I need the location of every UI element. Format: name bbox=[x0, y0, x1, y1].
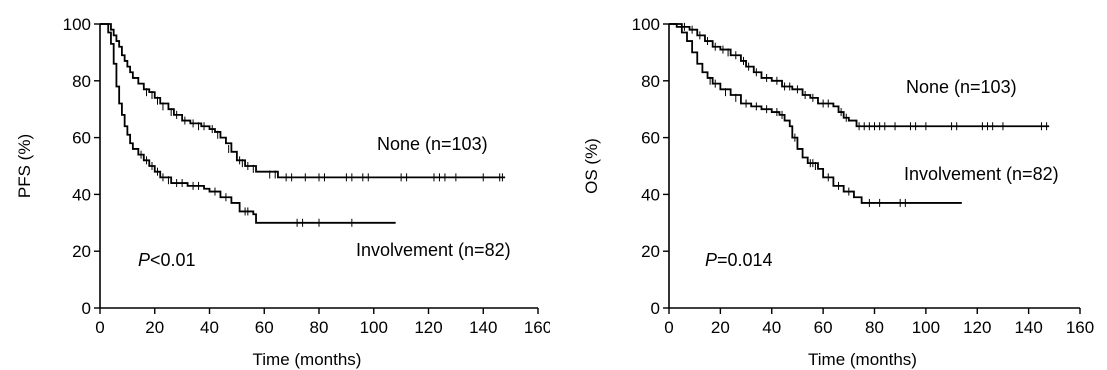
pfs-km-chart: 0 20 40 60 80 100 0 20 40 60 80 100 120 140 160 Time (m… bbox=[15, 15, 550, 369]
os-x-tick-label: 140 bbox=[1014, 318, 1042, 337]
pfs-x-tick-label: 40 bbox=[200, 318, 219, 337]
os-x-tick-label: 40 bbox=[762, 318, 781, 337]
pfs-p-value-text: <0.01 bbox=[150, 250, 196, 270]
os-km-chart: 0 20 40 60 80 100 0 20 40 60 80 100 120 140 160 Time (m… bbox=[582, 15, 1094, 369]
os-x-tick-label: 0 bbox=[664, 318, 673, 337]
pfs-p-value: P<0.01 bbox=[138, 250, 196, 270]
os-y-axis-label: OS (%) bbox=[582, 138, 601, 194]
os-x-tick-label: 120 bbox=[963, 318, 991, 337]
pfs-x-tick-label: 120 bbox=[414, 318, 442, 337]
pfs-x-tick-label: 20 bbox=[145, 318, 164, 337]
os-x-tick-label: 60 bbox=[814, 318, 833, 337]
pfs-p-symbol: P bbox=[138, 250, 150, 270]
os-chart-panel: 0 20 40 60 80 100 0 20 40 60 80 100 120 140 160 Time (m… bbox=[557, 0, 1107, 370]
pfs-x-tick-label: 80 bbox=[310, 318, 329, 337]
pfs-x-tick-label: 100 bbox=[360, 318, 388, 337]
pfs-series-involvement-curve bbox=[100, 23, 396, 224]
pfs-series-none-label: None (n=103) bbox=[377, 134, 488, 154]
pfs-y-tick-label: 0 bbox=[82, 299, 91, 318]
os-y-tick-label: 80 bbox=[641, 72, 660, 91]
os-x-tick-label: 80 bbox=[865, 318, 884, 337]
pfs-x-axis-label: Time (months) bbox=[253, 350, 362, 369]
pfs-x-tick-label: 0 bbox=[95, 318, 104, 337]
pfs-y-tick-label: 80 bbox=[72, 72, 91, 91]
os-p-symbol: P bbox=[705, 250, 717, 270]
os-series-involvement-curve bbox=[669, 23, 962, 204]
os-y-tick-label: 20 bbox=[641, 242, 660, 261]
os-x-tick-label: 20 bbox=[711, 318, 730, 337]
os-p-value: P=0.014 bbox=[705, 250, 773, 270]
os-series-none-curve bbox=[669, 23, 1050, 128]
pfs-chart-panel: 0 20 40 60 80 100 0 20 40 60 80 100 120 140 160 Time (m… bbox=[0, 0, 550, 370]
os-y-tick-label: 0 bbox=[651, 299, 660, 318]
pfs-y-tick-label: 40 bbox=[72, 185, 91, 204]
pfs-y-tick-label: 100 bbox=[63, 15, 91, 34]
os-x-axis-label: Time (months) bbox=[808, 350, 917, 369]
pfs-x-tick-label: 60 bbox=[255, 318, 274, 337]
os-y-tick-label: 100 bbox=[632, 15, 660, 34]
pfs-y-tick-label: 60 bbox=[72, 129, 91, 148]
pfs-x-tick-label: 160 bbox=[524, 318, 550, 337]
pfs-x-tick-label: 140 bbox=[469, 318, 497, 337]
pfs-y-tick-label: 20 bbox=[72, 242, 91, 261]
pfs-y-axis-label: PFS (%) bbox=[15, 134, 34, 198]
os-p-value-text: =0.014 bbox=[717, 250, 773, 270]
os-y-tick-label: 60 bbox=[641, 129, 660, 148]
os-series-involvement-label: Involvement (n=82) bbox=[904, 164, 1059, 184]
os-x-tick-label: 100 bbox=[912, 318, 940, 337]
pfs-series-involvement-label: Involvement (n=82) bbox=[356, 240, 511, 260]
os-x-tick-label: 160 bbox=[1066, 318, 1094, 337]
os-series-none-label: None (n=103) bbox=[906, 77, 1017, 97]
pfs-series-none-curve bbox=[100, 23, 506, 179]
os-y-tick-label: 40 bbox=[641, 185, 660, 204]
